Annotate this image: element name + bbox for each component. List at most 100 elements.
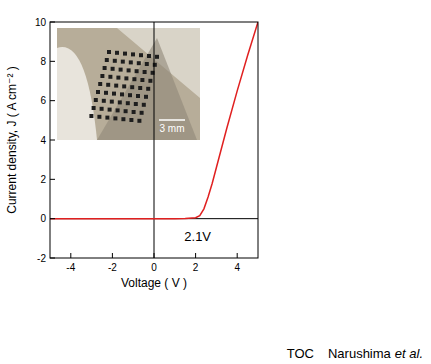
inset-shadow [97,38,197,140]
inset-scale-bar [159,119,185,121]
x-tick [195,253,196,258]
x-tick [112,253,113,258]
inset-electrode [123,52,127,56]
x-tick [237,253,238,258]
inset-electrode [146,87,150,91]
inset-electrode [102,99,106,103]
inset-electrode [96,90,100,94]
inset-electrode [92,106,96,110]
inset-electrode [94,98,98,102]
inset-electrode [138,86,142,90]
x-tick [154,253,155,258]
y-tick [50,100,55,101]
inset-electrode [126,101,130,105]
data-group [50,22,258,219]
inset-electrode [129,60,133,64]
inset-photo: 3 mm [57,28,200,140]
inset-electrode [108,75,112,79]
inset-electrode [124,109,128,113]
inset-electrode [118,100,122,104]
inset-electrode [106,83,110,87]
x-tick-label: -2 [108,262,117,273]
caption: TOCNarushimaet al. [287,346,423,361]
zero-vline [154,22,155,258]
inset-electrode [113,59,117,63]
inset-electrode [153,63,157,67]
x-tick-label: 4 [234,262,240,273]
inset-scale-label: 3 mm [160,123,185,134]
plot-frame [50,22,258,258]
inset-electrode [145,62,149,66]
inset-electrode [143,70,147,74]
caption-etal: et al. [395,346,423,361]
inset-electrode [115,51,119,55]
inset-electrode [114,84,118,88]
inset-electrode [120,92,124,96]
x-tick-label: 2 [193,262,199,273]
inset-electrode [116,76,120,80]
inset-electrode [104,91,108,95]
inset-electrode [97,115,101,119]
inset-electrode [89,114,93,118]
inset-electrode [108,108,112,112]
inset-electrode [122,84,126,88]
inset-electrode [132,77,136,81]
inset-electrode [127,68,131,72]
inset-electrode [111,67,115,71]
inset-electrode [137,119,141,123]
inset-electrode [144,95,148,99]
y-tick-label: 6 [40,95,46,106]
inset-electrode [105,58,109,62]
x-tick-label: -4 [66,262,75,273]
inset-electrode [113,116,117,120]
inset-electrode [100,107,104,111]
inset-electrode [135,69,139,73]
y-tick-label: 4 [40,135,46,146]
inset-electrode [116,108,120,112]
inset-electrode [148,79,152,83]
inset-electrode [121,117,125,121]
inset-electrode [140,111,144,115]
y-axis-title: Current density, J ( A cm⁻² ) [5,66,19,213]
y-tick [50,218,55,219]
inset-electrodes [89,50,159,123]
inset-electrode [112,92,116,96]
chart: 3 mm -4 -2 0 2 4 -2 0 2 4 6 8 10 Voltage ( V ) Current… [0,0,431,364]
annotation: 2.1V [184,229,211,244]
inset-electrode [140,78,144,82]
y-tick [50,22,55,23]
y-tick-label: 8 [40,56,46,67]
inset-electrode [110,100,114,104]
inset-electrode [132,110,136,114]
inset-electrode [137,61,141,65]
inset-electrode [136,94,140,98]
inset-electrode [121,60,125,64]
inset-electrode [142,103,146,107]
inset-electrode [124,76,128,80]
inset-electrode [103,66,107,70]
y-tick [50,61,55,62]
inset-electrode [147,54,151,58]
y-tick [50,258,55,259]
y-tick [50,140,55,141]
inset-background [57,28,200,140]
inset-electrode [98,82,102,86]
inset-electrode [105,116,109,120]
jv-curve [50,22,258,219]
caption-label: TOC [287,346,314,361]
x-tick-label: 0 [151,262,157,273]
y-tick-label: 0 [40,213,46,224]
inset-electrode [119,68,123,72]
y-tick-label: 10 [35,17,47,28]
inset-electrode [129,118,133,122]
inset-electrode [107,50,111,54]
inset-electrode [130,85,134,89]
y-tick-label: 2 [40,174,46,185]
y-tick-label: -2 [37,253,46,264]
x-axis-title: Voltage ( V ) [121,276,187,290]
inset-electrode [155,55,159,59]
inset-electrode [139,53,143,57]
inset-electrode [134,102,138,106]
inset-tweezer [57,47,97,140]
inset-electrode [100,74,104,78]
